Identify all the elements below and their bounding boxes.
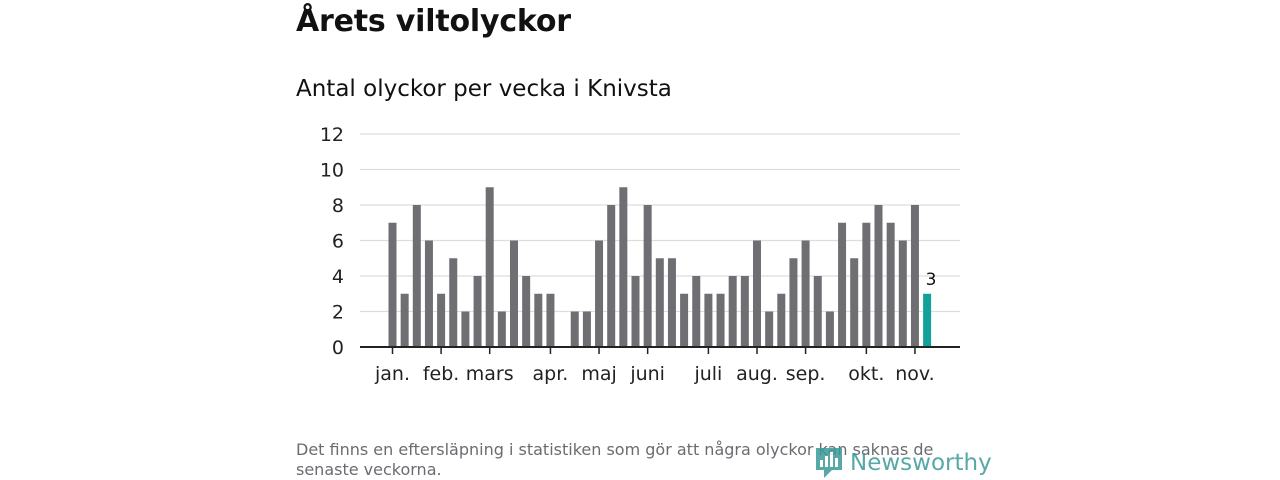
bar	[643, 205, 652, 347]
bar	[461, 311, 470, 347]
bar	[753, 240, 761, 347]
bar	[862, 222, 871, 347]
bar	[534, 293, 543, 347]
bar	[801, 240, 810, 347]
bar	[850, 258, 859, 347]
x-tick-label: nov.	[895, 363, 934, 385]
bar	[607, 205, 616, 347]
bar	[619, 187, 628, 347]
x-tick-label: juli	[693, 363, 722, 385]
bar	[570, 311, 579, 347]
bar	[680, 293, 689, 347]
bar	[485, 187, 494, 347]
bar	[740, 276, 749, 347]
x-tick-label: juni	[629, 363, 665, 385]
x-tick-label: maj	[581, 363, 616, 385]
bar	[595, 240, 604, 347]
bar	[789, 258, 798, 347]
y-tick-label: 0	[332, 337, 344, 359]
chart-title: Antal olyckor per vecka i Knivsta	[296, 76, 672, 102]
y-tick-label: 2	[332, 302, 344, 324]
bar	[400, 293, 409, 347]
bar	[582, 311, 591, 347]
bar	[522, 276, 531, 347]
bar	[424, 240, 433, 347]
y-tick-label: 4	[332, 266, 344, 288]
x-tick-label: mars	[466, 363, 514, 385]
bar-value-label: 3	[926, 270, 937, 290]
bar	[546, 293, 555, 347]
y-tick-label: 10	[320, 160, 344, 182]
x-tick-label: feb.	[423, 363, 459, 385]
bar	[388, 222, 397, 347]
bar	[655, 258, 664, 347]
bar	[412, 205, 421, 347]
bar	[510, 240, 518, 347]
highlighted-bar	[923, 293, 932, 347]
bar	[838, 222, 847, 347]
newsworthy-logo: Newsworthy	[814, 446, 992, 480]
bar	[898, 240, 907, 347]
bar	[692, 276, 701, 347]
bar	[765, 311, 774, 347]
bar	[728, 276, 737, 347]
y-tick-label: 6	[332, 231, 344, 253]
x-tick-label: apr.	[533, 363, 569, 385]
newsworthy-logo-icon	[816, 448, 842, 478]
bar	[813, 276, 822, 347]
bar	[473, 276, 482, 347]
bar	[667, 258, 676, 347]
x-tick-label: sep.	[786, 363, 826, 385]
y-tick-label: 12	[320, 124, 344, 146]
bar	[704, 293, 713, 347]
footnote: Det finns en eftersläpning i statistiken…	[296, 440, 934, 479]
y-tick-label: 8	[332, 195, 344, 217]
x-tick-label: okt.	[848, 363, 884, 385]
bar	[716, 293, 725, 347]
bar	[497, 311, 506, 347]
bar	[631, 276, 640, 347]
bar	[449, 258, 458, 347]
bar	[777, 293, 786, 347]
x-tick-label: aug.	[736, 363, 778, 385]
bar	[437, 293, 446, 347]
bar	[874, 205, 883, 347]
bar	[886, 222, 895, 347]
bar	[825, 311, 834, 347]
page-title: Årets viltolyckor	[296, 4, 571, 39]
x-tick-label: jan.	[374, 363, 410, 385]
bar	[910, 205, 919, 347]
brand-name: Newsworthy	[850, 450, 992, 476]
